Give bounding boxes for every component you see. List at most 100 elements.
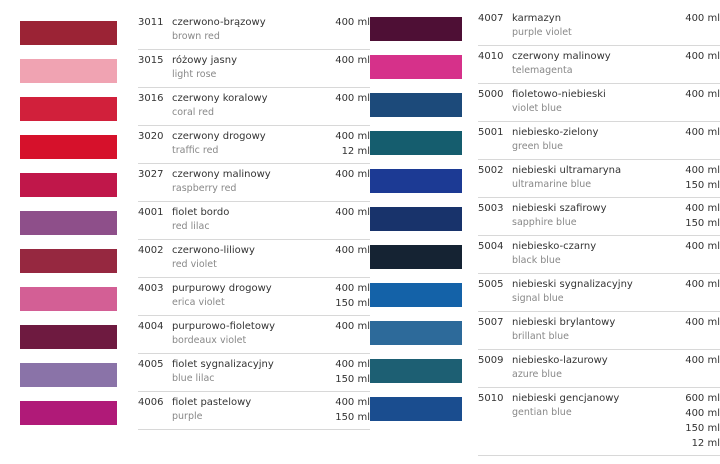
size: 400 ml [685, 127, 720, 138]
color-row: 5007 niebieski brylantowy brillant blue 400… [370, 312, 720, 350]
size: 400 ml [335, 283, 370, 294]
english-name: ultramarine blue [512, 179, 592, 190]
color-swatch [20, 325, 117, 349]
color-name: fiolet pastelowy [172, 397, 252, 408]
color-code: 4001 [138, 207, 164, 218]
color-swatch [370, 17, 462, 41]
sizes: 400 ml [335, 15, 370, 45]
size: 150 ml [335, 298, 370, 309]
names: purpurowy drogowy erica violet [172, 281, 335, 311]
english-name: raspberry red [172, 183, 237, 194]
english-name: purple violet [512, 27, 572, 38]
sizes: 400 ml 150 ml [335, 281, 370, 311]
color-swatch [20, 21, 117, 45]
size: 12 ml [341, 146, 370, 157]
size: 400 ml [335, 359, 370, 370]
sizes: 400 ml [685, 49, 720, 79]
names: karmazyn purple violet [512, 11, 685, 41]
right-column: 4007 karmazyn purple violet 400 ml 4010 czerw… [370, 8, 720, 456]
color-row: 4001 fiolet bordo red lilac 400 ml [20, 202, 370, 240]
color-swatch [370, 131, 462, 155]
size: 400 ml [335, 93, 370, 104]
color-swatch [20, 97, 117, 121]
color-name: niebiesko-zielony [512, 127, 599, 138]
size: 12 ml [691, 438, 720, 449]
row-text: 4002 czerwono-liliowy red violet 400 ml [138, 240, 370, 278]
english-name: light rose [172, 69, 217, 80]
color-swatch [370, 93, 462, 117]
size: 400 ml [685, 317, 720, 328]
sizes: 400 ml [335, 53, 370, 83]
size: 150 ml [685, 423, 720, 434]
english-name: coral red [172, 107, 214, 118]
row-text: 4003 purpurowy drogowy erica violet 400 ml 1… [138, 278, 370, 316]
english-name: sapphire blue [512, 217, 577, 228]
color-swatch [370, 283, 462, 307]
color-name: karmazyn [512, 13, 562, 24]
color-code: 4010 [478, 51, 504, 62]
color-name: niebieski ultramaryna [512, 165, 622, 176]
color-row: 3011 czerwono-brązowy brown red 400 ml [20, 12, 370, 50]
color-code: 4006 [138, 397, 164, 408]
row-text: 3027 czerwony malinowy raspberry red 400 ml [138, 164, 370, 202]
color-name: czerwony malinowy [512, 51, 611, 62]
color-code: 3027 [138, 169, 164, 180]
color-row: 5002 niebieski ultramaryna ultramarine blu… [370, 160, 720, 198]
sizes: 400 ml [685, 315, 720, 345]
sizes: 400 ml [335, 319, 370, 349]
color-swatch [370, 207, 462, 231]
sizes: 400 ml [335, 91, 370, 121]
color-code: 4002 [138, 245, 164, 256]
names: różowy jasny light rose [172, 53, 335, 83]
names: fiolet sygnalizacyjny blue lilac [172, 357, 335, 387]
names: czerwony malinowy raspberry red [172, 167, 335, 197]
row-text: 4005 fiolet sygnalizacyjny blue lilac 400 m… [138, 354, 370, 392]
color-code: 5004 [478, 241, 504, 252]
color-code: 5005 [478, 279, 504, 290]
size: 150 ml [335, 412, 370, 423]
color-swatch [20, 59, 117, 83]
color-swatch [20, 135, 117, 159]
names: niebieski sygnalizacyjny signal blue [512, 277, 685, 307]
color-row: 4005 fiolet sygnalizacyjny blue lilac 400 m… [20, 354, 370, 392]
row-text: 4007 karmazyn purple violet 400 ml [478, 8, 720, 46]
color-code: 3020 [138, 131, 164, 142]
size: 400 ml [685, 241, 720, 252]
english-name: black blue [512, 255, 561, 266]
names: czerwony malinowy telemagenta [512, 49, 685, 79]
color-name: niebieski szafirowy [512, 203, 607, 214]
row-text: 5009 niebiesko-lazurowy azure blue 400 ml [478, 350, 720, 388]
color-row: 4006 fiolet pastelowy purple 400 ml 150 ml [20, 392, 370, 430]
color-code: 5001 [478, 127, 504, 138]
size: 400 ml [335, 55, 370, 66]
english-name: bordeaux violet [172, 335, 247, 346]
names: fiolet pastelowy purple [172, 395, 335, 425]
row-text: 5004 niebiesko-czarny black blue 400 ml [478, 236, 720, 274]
row-text: 5003 niebieski szafirowy sapphire blue 400 … [478, 198, 720, 236]
sizes: 400 ml 150 ml [335, 357, 370, 387]
sizes: 400 ml [685, 239, 720, 269]
names: fioletowo-niebieski violet blue [512, 87, 685, 117]
color-name: czerwono-liliowy [172, 245, 255, 256]
sizes: 400 ml [335, 243, 370, 273]
sizes: 400 ml 150 ml [335, 395, 370, 425]
names: niebieski ultramaryna ultramarine blue [512, 163, 685, 193]
color-swatch [370, 397, 462, 421]
color-swatch [370, 245, 462, 269]
english-name: azure blue [512, 369, 562, 380]
color-name: niebieski brylantowy [512, 317, 616, 328]
row-text: 3015 różowy jasny light rose 400 ml [138, 50, 370, 88]
color-row: 4004 purpurowo-fioletowy bordeaux violet 40… [20, 316, 370, 354]
size: 400 ml [685, 279, 720, 290]
row-text: 5005 niebieski sygnalizacyjny signal blue 4… [478, 274, 720, 312]
color-swatch [20, 401, 117, 425]
row-text: 5001 niebiesko-zielony green blue 400 ml [478, 122, 720, 160]
sizes: 400 ml [685, 87, 720, 117]
color-name: czerwony koralowy [172, 93, 268, 104]
color-code: 5007 [478, 317, 504, 328]
color-code: 5003 [478, 203, 504, 214]
english-name: purple [172, 411, 203, 422]
english-name: gentian blue [512, 407, 572, 418]
sizes: 400 ml 12 ml [335, 129, 370, 159]
sizes: 400 ml [335, 205, 370, 235]
